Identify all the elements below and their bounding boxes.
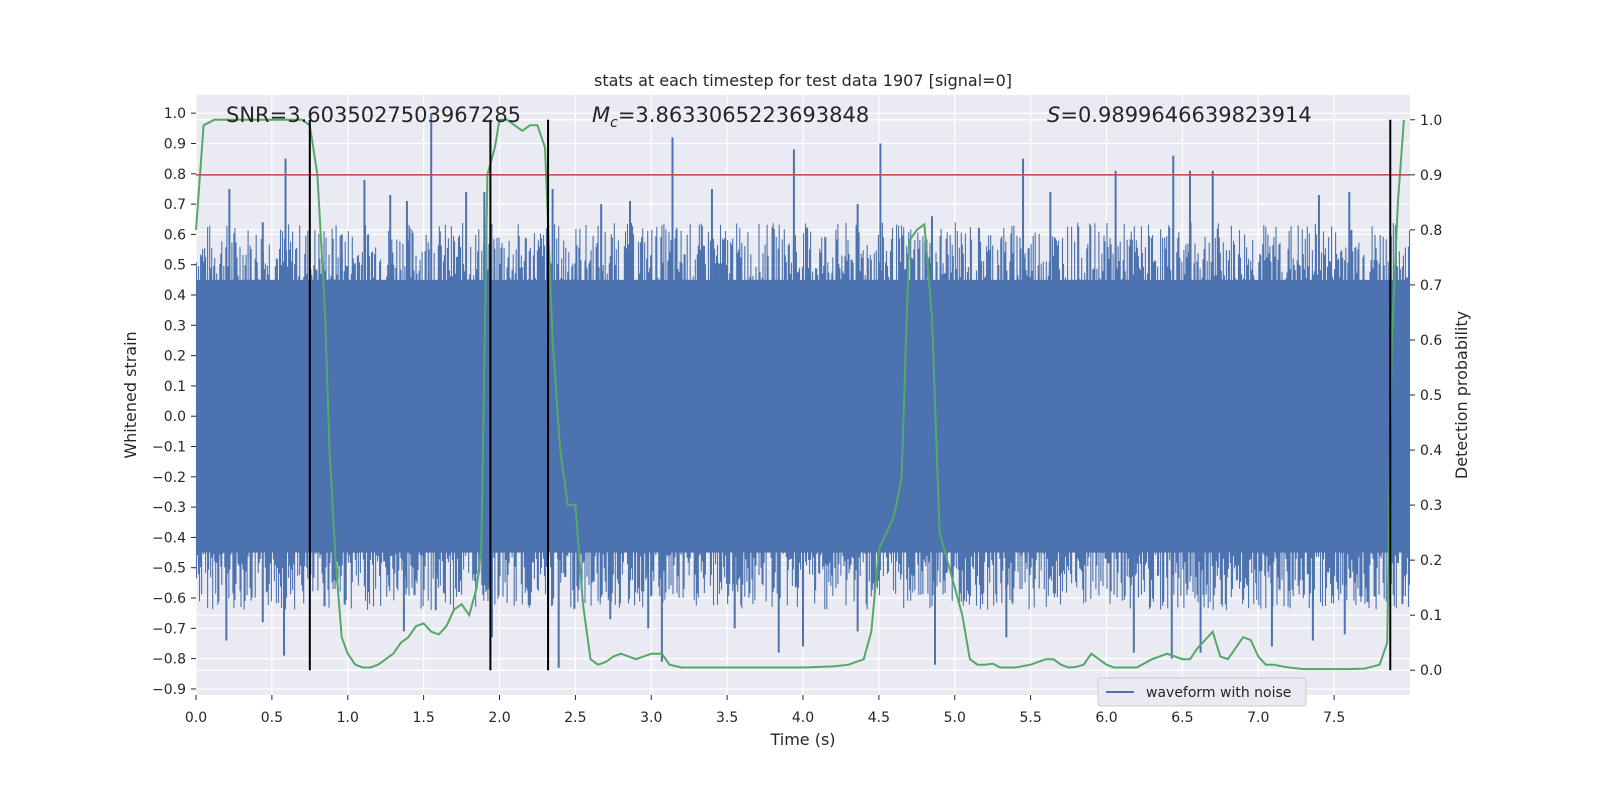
x-tick-label: 3.0 [640,710,662,726]
legend-box [1097,677,1307,707]
y-tick-label: −0.8 [152,652,186,668]
y-tick-label: 0.0 [164,409,186,425]
x-tick-label: 6.5 [1171,710,1193,726]
y2-tick-label: 0.3 [1420,498,1442,514]
y-tick-label: −0.1 [152,440,186,456]
detection-probability-line [195,118,1405,671]
y-tick-label: −0.9 [152,682,186,698]
chirp-mass-subscript: c [610,115,618,131]
detection-probability-series [195,118,1405,671]
x-tick-label: 1.0 [337,710,359,726]
x-tick-label: 4.5 [868,710,890,726]
y-tick-label: −0.6 [152,591,186,607]
x-tick-label: 4.0 [792,710,814,726]
waveform-series [195,113,1411,668]
trigger-lines [308,119,1392,671]
y-tick-label: 0.9 [164,136,186,152]
chart-title: stats at each timestep for test data 190… [594,71,1012,90]
x-tick-label: 6.0 [1095,710,1117,726]
x-tick-label: 5.0 [944,710,966,726]
y-tick-label: −0.7 [152,621,186,637]
y2-tick-label: 0.8 [1420,223,1442,239]
x-tick-label: 1.5 [412,710,434,726]
chirp-mass-symbol: M [592,103,610,127]
y2-axis-label: Detection probability [1452,311,1471,479]
y-tick-label: −0.4 [152,530,186,546]
x-tick-label: 0.0 [185,710,207,726]
y2-tick-label: 0.6 [1420,333,1442,349]
x-tick-label: 0.5 [261,710,283,726]
s-annotation: S=0.9899646639823914 [1047,103,1312,127]
y2-tick-label: 0.0 [1420,663,1442,679]
y2-tick-label: 0.4 [1420,443,1442,459]
axis-ticks: 0.0 0.5 1.0 1.5 2.0 2.5 3.0 3.5 4.0 4.5 5.0 5.5 6.0 6… [152,106,1442,726]
y-tick-label: −0.5 [152,561,186,577]
chirp-mass-annotation: Mc=3.8633065223693848 [592,103,869,131]
y-tick-label: 0.1 [164,379,186,395]
y2-tick-label: 0.5 [1420,388,1442,404]
y-tick-label: −0.2 [152,470,186,486]
x-axis-label: Time (s) [769,730,835,749]
x-tick-label: 5.5 [1019,710,1041,726]
waveform-trace [195,222,1411,611]
chirp-mass-value: =3.8633065223693848 [618,103,869,127]
x-tick-label: 2.0 [488,710,510,726]
y2-tick-label: 0.2 [1420,553,1442,569]
x-tick-label: 7.0 [1247,710,1269,726]
x-tick-label: 7.5 [1323,710,1345,726]
y2-tick-label: 1.0 [1420,113,1442,129]
legend-label: waveform with noise [1146,685,1291,701]
y-axis-label: Whitened strain [121,331,140,458]
s-symbol: S [1047,103,1060,127]
y-tick-label: 0.4 [164,288,186,304]
y-tick-label: 0.5 [164,258,186,274]
y2-tick-label: 0.1 [1420,608,1442,624]
y-tick-label: 1.0 [164,106,186,122]
x-tick-label: 3.5 [716,710,738,726]
y-tick-label: −0.3 [152,500,186,516]
y2-tick-label: 0.9 [1420,168,1442,184]
y-tick-label: 0.8 [164,167,186,183]
y-tick-label: 0.6 [164,227,186,243]
s-value: =0.9899646639823914 [1060,103,1311,127]
y-tick-label: 0.2 [164,349,186,365]
y-tick-label: 0.7 [164,197,186,213]
legend: waveform with noise [1097,677,1307,707]
x-tick-label: 2.5 [564,710,586,726]
snr-annotation: SNR=3.6035027503967285 [226,103,521,127]
y2-tick-label: 0.7 [1420,278,1442,294]
y-tick-label: 0.3 [164,318,186,334]
